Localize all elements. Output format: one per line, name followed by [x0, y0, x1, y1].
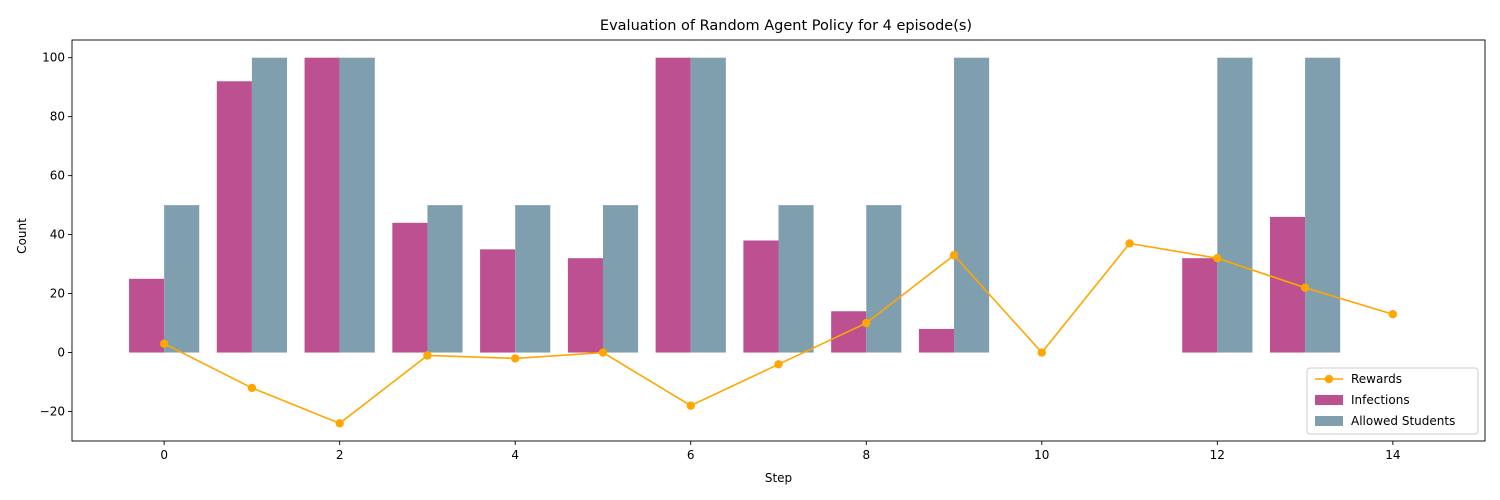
bar-infections-step-7 [743, 240, 779, 353]
bars-allowed-students [164, 57, 1341, 353]
bar-infections-step-1 [216, 81, 252, 353]
y-tick-label: 80 [50, 110, 65, 124]
point-step-9 [949, 251, 959, 260]
point-step-7 [774, 360, 783, 369]
bar-allowed-students-step-13 [1305, 57, 1341, 353]
bar-infections-step-5 [567, 258, 603, 353]
bar-allowed-students-step-7 [778, 205, 814, 353]
legend-entry-infections: Infections [1315, 393, 1410, 407]
point-step-3 [423, 351, 432, 360]
x-axis: 0 2 4 6 8 10 12 14 [160, 441, 1400, 462]
point-step-10 [1037, 348, 1046, 357]
point-step-4 [511, 354, 520, 363]
x-tick-label: 6 [687, 448, 695, 462]
y-tick-label: −20 [40, 405, 65, 419]
line-rewards [159, 239, 1398, 428]
legend-box [1306, 367, 1479, 435]
bar-allowed-students-step-5 [602, 205, 639, 353]
y-axis: −20 0 20 40 60 80 100 [40, 51, 72, 419]
bar-allowed-students-step-4 [515, 205, 551, 353]
bar-infections-step-12 [1182, 258, 1218, 353]
point-step-8 [862, 318, 871, 328]
legend-label: Infections [1351, 393, 1410, 407]
point-step-14 [1388, 310, 1398, 319]
legend-label: Allowed Students [1351, 414, 1455, 428]
point-step-13 [1300, 283, 1310, 292]
bar-infections-step-13 [1269, 216, 1306, 353]
bars-infections [129, 57, 1306, 353]
bar-infections-step-9 [918, 328, 955, 353]
bar-infections-step-2 [304, 57, 340, 353]
plot-area [71, 39, 1486, 442]
bar-allowed-students-step-9 [954, 57, 990, 353]
y-tick-label: 40 [50, 228, 65, 242]
point-step-11 [1125, 239, 1134, 248]
x-tick-label: 0 [160, 448, 168, 462]
legend: Rewards Infections Allowed Students [1306, 367, 1479, 435]
y-tick-label: 20 [50, 287, 65, 301]
bar-allowed-students-step-2 [339, 57, 375, 353]
point-step-2 [335, 419, 344, 428]
x-tick-label: 12 [1210, 448, 1225, 462]
x-tick-label: 10 [1034, 448, 1049, 462]
plot-frame [71, 39, 1486, 442]
y-tick-label: 0 [57, 346, 65, 360]
point-step-1 [247, 383, 257, 393]
bar-allowed-students-step-0 [164, 205, 200, 353]
y-axis-label: Count [15, 218, 29, 254]
bar-allowed-students-step-8 [866, 205, 902, 353]
bar-infections-step-3 [392, 222, 428, 353]
bar-allowed-students-step-1 [251, 57, 288, 353]
x-tick-label: 4 [511, 448, 519, 462]
x-axis-label: Step [765, 471, 792, 485]
x-tick-label: 2 [336, 448, 344, 462]
point-step-6 [686, 401, 695, 410]
legend-marker [1324, 374, 1334, 384]
x-tick-label: 14 [1385, 448, 1400, 462]
bar-infections-step-4 [480, 249, 516, 353]
y-tick-label: 60 [50, 169, 65, 183]
legend-entry-rewards: Rewards [1315, 372, 1402, 386]
legend-swatch [1315, 416, 1343, 426]
bar-allowed-students-step-3 [427, 205, 463, 353]
point-step-5 [598, 348, 608, 357]
point-step-0 [159, 339, 169, 348]
bar-infections-step-0 [129, 278, 165, 353]
y-tick-label: 100 [42, 51, 65, 65]
legend-label: Rewards [1351, 372, 1402, 386]
bar-allowed-students-step-12 [1217, 57, 1253, 353]
x-tick-label: 8 [862, 448, 870, 462]
point-step-12 [1213, 253, 1222, 263]
legend-swatch [1315, 395, 1343, 405]
bar-infections-step-6 [655, 57, 691, 353]
legend-entry-allowed-students: Allowed Students [1315, 414, 1455, 428]
bar-allowed-students-step-6 [690, 57, 726, 353]
chart-title: Evaluation of Random Agent Policy for 4 … [600, 18, 972, 34]
